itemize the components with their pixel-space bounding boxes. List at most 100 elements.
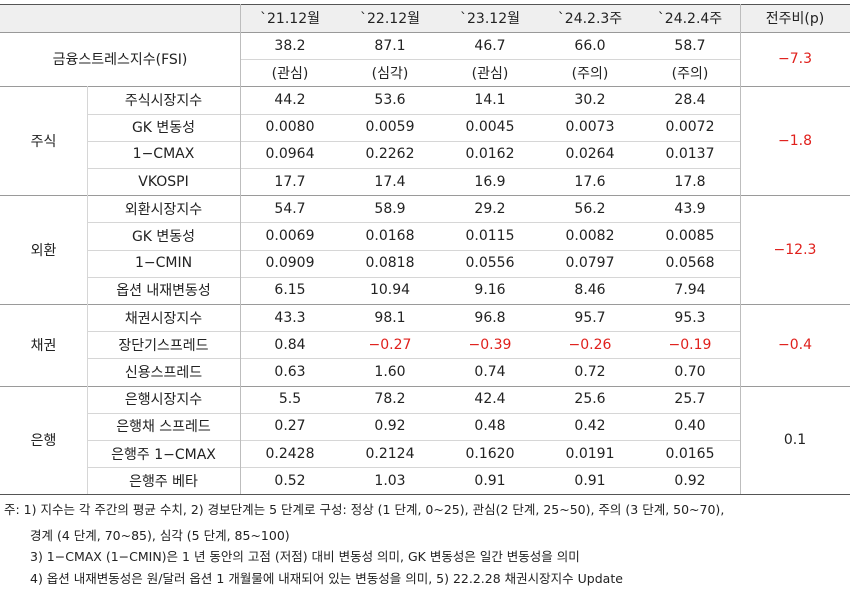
value-cell: 0.0082 <box>565 227 615 244</box>
value-cell: 29.2 <box>474 200 506 217</box>
row-rule <box>87 412 740 414</box>
value-cell: 98.1 <box>374 309 406 326</box>
value-cell: 5.5 <box>278 391 302 408</box>
value-cell: 56.2 <box>574 200 606 217</box>
value-cell: 0.27 <box>274 418 306 435</box>
row-label: 외환시장지수 <box>124 201 203 218</box>
value-cell: 0.40 <box>674 418 706 435</box>
row-label: 은행주 1−CMAX <box>111 446 216 463</box>
group-label: 채권 <box>30 337 57 354</box>
value-cell: 0.72 <box>574 363 606 380</box>
value-cell: 0.52 <box>274 472 306 489</box>
row-label: 은행주 베타 <box>129 473 198 490</box>
weekly-change: −0.4 <box>778 336 812 353</box>
row-rule <box>87 113 740 115</box>
row-label: 은행채 스프레드 <box>116 419 211 436</box>
value-cell: (주의) <box>571 65 609 82</box>
value-cell: 0.2124 <box>365 445 415 462</box>
value-cell: 58.9 <box>374 200 406 217</box>
row-rule <box>87 276 740 278</box>
column-header: `22.12월 <box>360 11 420 27</box>
value-cell: 7.94 <box>674 282 706 299</box>
value-cell: 0.0115 <box>465 227 515 244</box>
value-cell: (심각) <box>371 65 409 82</box>
row-label: 옵션 내재변동성 <box>116 283 211 300</box>
value-cell: 0.0165 <box>665 445 715 462</box>
row-rule <box>0 32 850 33</box>
column-header: `21.12월 <box>260 11 320 27</box>
column-header: `24.2.4주 <box>657 11 723 27</box>
value-cell: 78.2 <box>374 391 406 408</box>
value-cell: 0.48 <box>474 418 506 435</box>
value-cell: 17.7 <box>274 173 306 190</box>
value-cell: 0.74 <box>474 363 506 380</box>
row-label: 장단기스프레드 <box>118 337 209 354</box>
value-cell: 0.0045 <box>465 119 515 136</box>
row-rule <box>0 195 850 197</box>
footnote: 4) 옵션 내재변동성은 원/달러 옵션 1 개월물에 내재되어 있는 변동성을… <box>30 571 623 586</box>
row-rule <box>0 385 850 387</box>
value-cell: 0.0059 <box>365 119 415 136</box>
value-cell: 0.0072 <box>665 119 715 136</box>
value-cell: 0.0556 <box>465 255 515 272</box>
row-label: 1−CMAX <box>132 146 195 163</box>
col-rule <box>240 4 241 495</box>
row-rule <box>87 358 740 360</box>
value-cell: 44.2 <box>274 91 306 108</box>
footnote: 경계 (4 단계, 70~85), 심각 (5 단계, 85~100) <box>30 528 290 543</box>
value-cell: 0.0085 <box>665 227 715 244</box>
value-cell: (주의) <box>671 65 709 82</box>
value-cell: 8.46 <box>574 282 606 299</box>
col-rule <box>87 304 88 386</box>
value-cell: 25.7 <box>674 391 706 408</box>
weekly-change: −7.3 <box>778 51 812 68</box>
value-cell: 42.4 <box>474 391 506 408</box>
row-rule <box>87 222 740 224</box>
row-label: GK 변동성 <box>131 228 196 245</box>
value-cell: 53.6 <box>374 91 406 108</box>
value-cell: 0.2262 <box>365 146 415 163</box>
value-cell: 0.2428 <box>265 445 315 462</box>
value-cell: 95.7 <box>574 309 606 326</box>
value-cell: 28.4 <box>674 91 706 108</box>
value-cell: (관심) <box>471 65 509 82</box>
column-header: `23.12월 <box>460 11 520 27</box>
col-rule <box>87 385 88 495</box>
value-cell: 6.15 <box>274 282 306 299</box>
value-cell: (관심) <box>271 65 309 82</box>
value-cell: 95.3 <box>674 309 706 326</box>
value-cell: 0.42 <box>574 418 606 435</box>
value-cell: 0.0264 <box>565 146 615 163</box>
value-cell: 16.9 <box>474 173 506 190</box>
value-cell: 0.84 <box>274 336 306 353</box>
value-cell: 0.0797 <box>565 255 615 272</box>
col-rule <box>87 195 88 304</box>
weekly-change: 0.1 <box>783 431 807 448</box>
row-label: 1−CMIN <box>134 255 193 272</box>
value-cell: 38.2 <box>274 37 306 54</box>
footnote: 주: 1) 지수는 각 주간의 평균 수치, 2) 경보단계는 5 단계로 구성… <box>4 502 725 517</box>
row-rule <box>87 440 740 441</box>
value-cell: 43.3 <box>274 309 306 326</box>
row-rule <box>87 331 740 333</box>
value-cell: −0.26 <box>568 336 612 353</box>
value-cell: 9.16 <box>474 282 506 299</box>
row-label: GK 변동성 <box>131 120 196 137</box>
value-cell: 0.0818 <box>365 255 415 272</box>
column-header: 전주비(p) <box>765 11 825 27</box>
value-cell: 58.7 <box>674 37 706 54</box>
value-cell: 25.6 <box>574 391 606 408</box>
row-rule <box>0 86 850 88</box>
value-cell: 17.8 <box>674 173 706 190</box>
value-cell: 0.0080 <box>265 119 315 136</box>
value-cell: 0.0069 <box>265 227 315 244</box>
value-cell: 1.60 <box>374 363 406 380</box>
row-label: 채권시장지수 <box>124 310 203 327</box>
value-cell: 0.91 <box>474 472 506 489</box>
value-cell: 0.0073 <box>565 119 615 136</box>
value-cell: 0.0137 <box>665 146 715 163</box>
row-rule <box>0 304 850 305</box>
row-rule <box>240 59 740 61</box>
group-label: 주식 <box>30 133 57 150</box>
row-label: 신용스프레드 <box>124 364 203 381</box>
